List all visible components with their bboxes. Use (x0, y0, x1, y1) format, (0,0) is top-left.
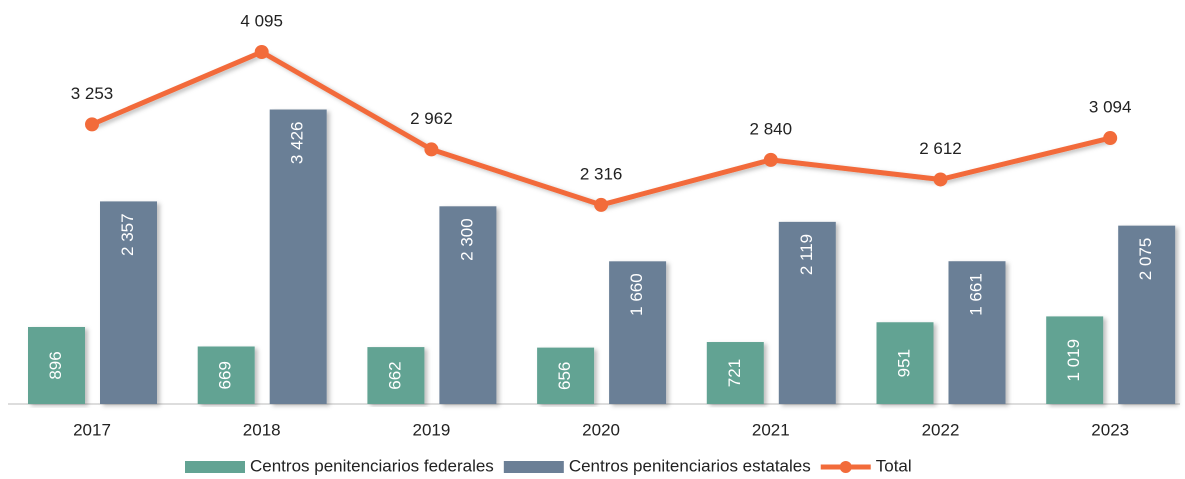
bar-label: 662 (385, 361, 404, 389)
line-label: 4 095 (240, 11, 283, 30)
x-tick-label: 2019 (412, 420, 450, 439)
line-label: 3 253 (71, 84, 114, 103)
line-marker (85, 117, 99, 132)
bar (537, 347, 595, 404)
line-label: 2 612 (919, 139, 962, 158)
legend-marker (839, 461, 852, 473)
bar (948, 261, 1006, 404)
bar (367, 347, 425, 404)
bar (100, 201, 157, 404)
bar-label: 2 357 (118, 213, 137, 256)
x-tick-label: 2017 (73, 420, 111, 439)
x-tick-label: 2020 (582, 420, 620, 439)
line-marker (1103, 131, 1118, 146)
bar (1046, 316, 1104, 404)
bar-label: 951 (894, 349, 913, 377)
bar-label: 1 660 (627, 273, 646, 316)
legend-label: Total (876, 456, 912, 475)
bar (778, 221, 836, 404)
bar-label: 2 300 (457, 218, 476, 261)
line-label: 2 962 (410, 109, 453, 128)
bar-label: 896 (46, 351, 65, 379)
line-label: 2 316 (580, 164, 623, 183)
legend-swatch (503, 461, 564, 473)
bar-label: 656 (555, 362, 574, 390)
bar (706, 342, 764, 404)
line-marker (763, 152, 778, 167)
legend-swatch (185, 461, 245, 473)
bar-label: 1 019 (1064, 339, 1083, 382)
line-marker (933, 172, 948, 187)
bar-label: 669 (216, 361, 235, 389)
bar (28, 326, 85, 404)
line-label: 2 840 (750, 119, 793, 138)
bar (439, 206, 497, 404)
line-marker (424, 142, 439, 157)
bar (876, 322, 934, 404)
x-tick-label: 2021 (752, 420, 790, 439)
bar (197, 346, 255, 404)
x-tick-label: 2022 (922, 420, 960, 439)
bar-label: 721 (725, 359, 744, 387)
bar (269, 109, 327, 404)
bar (1118, 225, 1176, 404)
line-marker (254, 45, 269, 60)
line-label: 3 094 (1089, 98, 1132, 117)
x-tick-label: 2023 (1091, 420, 1129, 439)
bar-label: 2 119 (797, 234, 816, 275)
bar (609, 261, 667, 404)
legend-label: Centros penitenciarios federales (250, 456, 494, 475)
x-tick-label: 2018 (243, 420, 281, 439)
bar-label: 2 075 (1136, 238, 1155, 281)
line-marker (594, 197, 609, 212)
legend-label: Centros penitenciarios estatales (569, 456, 811, 475)
bar-label: 3 426 (288, 122, 307, 165)
bar-label: 1 661 (966, 273, 985, 316)
